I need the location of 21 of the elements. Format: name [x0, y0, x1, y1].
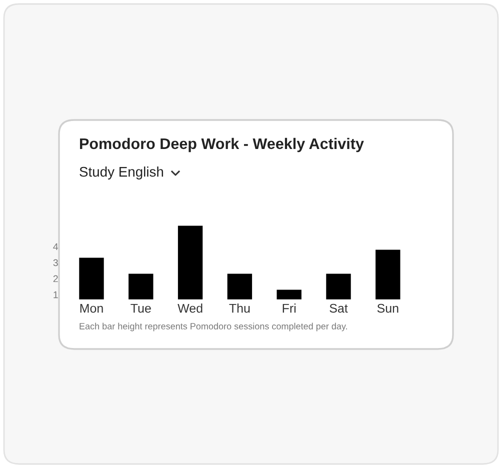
x-tick-label: Sun: [377, 304, 398, 313]
y-tick-label: 3: [53, 259, 58, 266]
bar: [376, 250, 400, 300]
bar: [227, 274, 252, 300]
x-tick-label: Mon: [80, 304, 103, 313]
bar: [79, 258, 104, 300]
bar: [178, 226, 203, 300]
bar: [326, 274, 351, 300]
x-tick-label: Wed: [178, 304, 202, 313]
x-tick-label: Sat: [330, 304, 348, 313]
annotation: Each bar height represents Pomodoro sessions completed per day.: [80, 322, 347, 332]
text: Study English: [80, 166, 164, 180]
x-tick-label: Tue: [130, 304, 151, 313]
y-tick-label: 4: [53, 243, 58, 250]
x-tick-label: Fri: [282, 304, 296, 313]
x-tick-label: Thu: [229, 304, 250, 313]
y-tick-label: 2: [53, 275, 58, 282]
y-tick-label: 1: [54, 291, 58, 298]
text: Pomodoro Deep Work - Weekly Activity: [80, 138, 364, 152]
bar: [276, 290, 302, 300]
bar: [128, 274, 154, 300]
